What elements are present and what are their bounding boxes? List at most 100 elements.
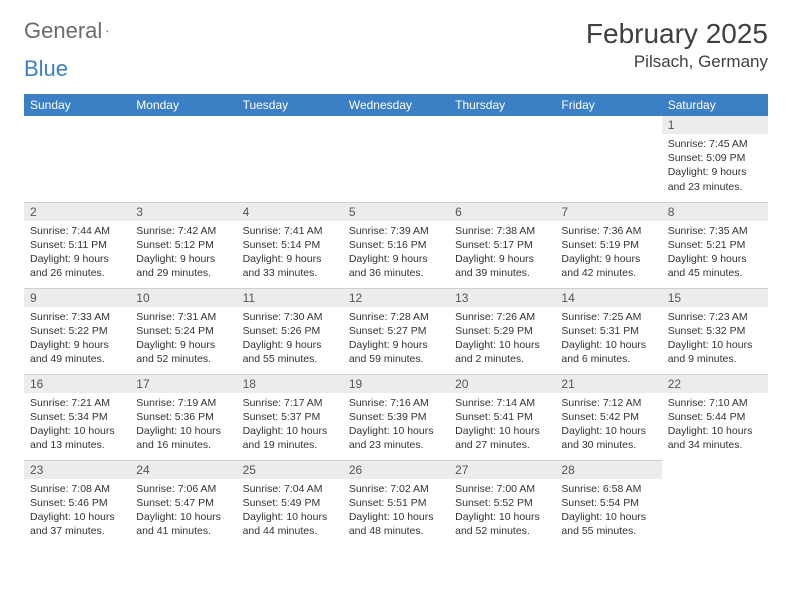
- day-details: Sunrise: 7:00 AMSunset: 5:52 PMDaylight:…: [449, 479, 555, 543]
- day-number: 17: [130, 375, 236, 393]
- calendar-day-cell: 12Sunrise: 7:28 AMSunset: 5:27 PMDayligh…: [343, 288, 449, 374]
- calendar-day-cell: 4Sunrise: 7:41 AMSunset: 5:14 PMDaylight…: [237, 202, 343, 288]
- day-details: Sunrise: 7:30 AMSunset: 5:26 PMDaylight:…: [237, 307, 343, 371]
- day-details: Sunrise: 7:45 AMSunset: 5:09 PMDaylight:…: [662, 134, 768, 198]
- day-detail-line: Sunset: 5:34 PM: [30, 410, 124, 424]
- day-detail-line: Daylight: 10 hours and 41 minutes.: [136, 510, 230, 538]
- day-detail-line: Sunset: 5:21 PM: [668, 238, 762, 252]
- day-detail-line: Daylight: 10 hours and 30 minutes.: [561, 424, 655, 452]
- day-details: Sunrise: 7:41 AMSunset: 5:14 PMDaylight:…: [237, 221, 343, 285]
- calendar-day-cell: 10Sunrise: 7:31 AMSunset: 5:24 PMDayligh…: [130, 288, 236, 374]
- day-number: 4: [237, 203, 343, 221]
- calendar-day-cell: 16Sunrise: 7:21 AMSunset: 5:34 PMDayligh…: [24, 374, 130, 460]
- day-details: Sunrise: 7:36 AMSunset: 5:19 PMDaylight:…: [555, 221, 661, 285]
- day-details: Sunrise: 7:21 AMSunset: 5:34 PMDaylight:…: [24, 393, 130, 457]
- day-details: Sunrise: 7:14 AMSunset: 5:41 PMDaylight:…: [449, 393, 555, 457]
- day-detail-line: Sunrise: 7:30 AM: [243, 310, 337, 324]
- day-detail-line: Daylight: 10 hours and 37 minutes.: [30, 510, 124, 538]
- day-detail-line: Daylight: 10 hours and 55 minutes.: [561, 510, 655, 538]
- day-number: 27: [449, 461, 555, 479]
- day-detail-line: Sunrise: 7:39 AM: [349, 224, 443, 238]
- day-detail-line: Daylight: 10 hours and 6 minutes.: [561, 338, 655, 366]
- calendar-day-cell: 14Sunrise: 7:25 AMSunset: 5:31 PMDayligh…: [555, 288, 661, 374]
- day-detail-line: Sunset: 5:24 PM: [136, 324, 230, 338]
- day-details: Sunrise: 7:38 AMSunset: 5:17 PMDaylight:…: [449, 221, 555, 285]
- day-detail-line: Sunset: 5:31 PM: [561, 324, 655, 338]
- day-details: Sunrise: 7:39 AMSunset: 5:16 PMDaylight:…: [343, 221, 449, 285]
- day-detail-line: Daylight: 9 hours and 29 minutes.: [136, 252, 230, 280]
- day-detail-line: Sunrise: 7:35 AM: [668, 224, 762, 238]
- day-number: 2: [24, 203, 130, 221]
- day-detail-line: Sunrise: 7:38 AM: [455, 224, 549, 238]
- day-details: Sunrise: 7:12 AMSunset: 5:42 PMDaylight:…: [555, 393, 661, 457]
- day-number: 23: [24, 461, 130, 479]
- day-detail-line: Sunrise: 7:45 AM: [668, 137, 762, 151]
- day-detail-line: Daylight: 10 hours and 2 minutes.: [455, 338, 549, 366]
- day-number: 22: [662, 375, 768, 393]
- day-detail-line: Sunrise: 7:17 AM: [243, 396, 337, 410]
- day-detail-line: Sunrise: 7:41 AM: [243, 224, 337, 238]
- day-detail-line: Sunrise: 7:12 AM: [561, 396, 655, 410]
- day-detail-line: Daylight: 9 hours and 49 minutes.: [30, 338, 124, 366]
- day-detail-line: Daylight: 10 hours and 27 minutes.: [455, 424, 549, 452]
- day-detail-line: Daylight: 9 hours and 42 minutes.: [561, 252, 655, 280]
- day-detail-line: Sunset: 5:19 PM: [561, 238, 655, 252]
- calendar-week-row: 23Sunrise: 7:08 AMSunset: 5:46 PMDayligh…: [24, 460, 768, 546]
- calendar-day-cell: [237, 116, 343, 202]
- day-detail-line: Daylight: 9 hours and 52 minutes.: [136, 338, 230, 366]
- day-number: 11: [237, 289, 343, 307]
- day-detail-line: Sunset: 5:49 PM: [243, 496, 337, 510]
- day-detail-line: Daylight: 9 hours and 36 minutes.: [349, 252, 443, 280]
- calendar-day-cell: 19Sunrise: 7:16 AMSunset: 5:39 PMDayligh…: [343, 374, 449, 460]
- calendar-day-cell: 3Sunrise: 7:42 AMSunset: 5:12 PMDaylight…: [130, 202, 236, 288]
- weekday-header-row: Sunday Monday Tuesday Wednesday Thursday…: [24, 94, 768, 116]
- calendar-day-cell: 18Sunrise: 7:17 AMSunset: 5:37 PMDayligh…: [237, 374, 343, 460]
- day-detail-line: Sunrise: 7:21 AM: [30, 396, 124, 410]
- day-detail-line: Sunset: 5:27 PM: [349, 324, 443, 338]
- day-detail-line: Sunrise: 7:36 AM: [561, 224, 655, 238]
- calendar-day-cell: [662, 460, 768, 546]
- day-detail-line: Sunrise: 7:02 AM: [349, 482, 443, 496]
- day-detail-line: Sunset: 5:26 PM: [243, 324, 337, 338]
- day-detail-line: Sunset: 5:16 PM: [349, 238, 443, 252]
- day-detail-line: Sunrise: 7:10 AM: [668, 396, 762, 410]
- calendar-day-cell: 2Sunrise: 7:44 AMSunset: 5:11 PMDaylight…: [24, 202, 130, 288]
- day-number: 12: [343, 289, 449, 307]
- calendar-day-cell: 23Sunrise: 7:08 AMSunset: 5:46 PMDayligh…: [24, 460, 130, 546]
- day-number: 1: [662, 116, 768, 134]
- day-detail-line: Daylight: 10 hours and 48 minutes.: [349, 510, 443, 538]
- weekday-header: Monday: [130, 94, 236, 116]
- day-detail-line: Daylight: 9 hours and 23 minutes.: [668, 165, 762, 193]
- day-number: 3: [130, 203, 236, 221]
- logo: General: [24, 18, 128, 44]
- day-number: 19: [343, 375, 449, 393]
- calendar-day-cell: 26Sunrise: 7:02 AMSunset: 5:51 PMDayligh…: [343, 460, 449, 546]
- day-detail-line: Daylight: 10 hours and 13 minutes.: [30, 424, 124, 452]
- calendar-day-cell: 1Sunrise: 7:45 AMSunset: 5:09 PMDaylight…: [662, 116, 768, 202]
- weekday-header: Friday: [555, 94, 661, 116]
- day-detail-line: Sunrise: 7:08 AM: [30, 482, 124, 496]
- calendar-day-cell: 7Sunrise: 7:36 AMSunset: 5:19 PMDaylight…: [555, 202, 661, 288]
- calendar-day-cell: 17Sunrise: 7:19 AMSunset: 5:36 PMDayligh…: [130, 374, 236, 460]
- calendar-day-cell: 5Sunrise: 7:39 AMSunset: 5:16 PMDaylight…: [343, 202, 449, 288]
- calendar-day-cell: [130, 116, 236, 202]
- day-detail-line: Daylight: 9 hours and 33 minutes.: [243, 252, 337, 280]
- day-details: Sunrise: 7:17 AMSunset: 5:37 PMDaylight:…: [237, 393, 343, 457]
- day-details: Sunrise: 7:08 AMSunset: 5:46 PMDaylight:…: [24, 479, 130, 543]
- day-details: Sunrise: 7:23 AMSunset: 5:32 PMDaylight:…: [662, 307, 768, 371]
- day-number: 18: [237, 375, 343, 393]
- day-detail-line: Sunset: 5:42 PM: [561, 410, 655, 424]
- day-details: Sunrise: 7:28 AMSunset: 5:27 PMDaylight:…: [343, 307, 449, 371]
- day-number: 7: [555, 203, 661, 221]
- day-detail-line: Daylight: 10 hours and 52 minutes.: [455, 510, 549, 538]
- weekday-header: Sunday: [24, 94, 130, 116]
- day-detail-line: Sunset: 5:37 PM: [243, 410, 337, 424]
- day-number: 16: [24, 375, 130, 393]
- day-details: Sunrise: 7:16 AMSunset: 5:39 PMDaylight:…: [343, 393, 449, 457]
- day-number: 5: [343, 203, 449, 221]
- day-detail-line: Sunset: 5:54 PM: [561, 496, 655, 510]
- day-detail-line: Sunset: 5:22 PM: [30, 324, 124, 338]
- day-details: Sunrise: 7:31 AMSunset: 5:24 PMDaylight:…: [130, 307, 236, 371]
- day-detail-line: Sunset: 5:32 PM: [668, 324, 762, 338]
- day-detail-line: Sunrise: 7:16 AM: [349, 396, 443, 410]
